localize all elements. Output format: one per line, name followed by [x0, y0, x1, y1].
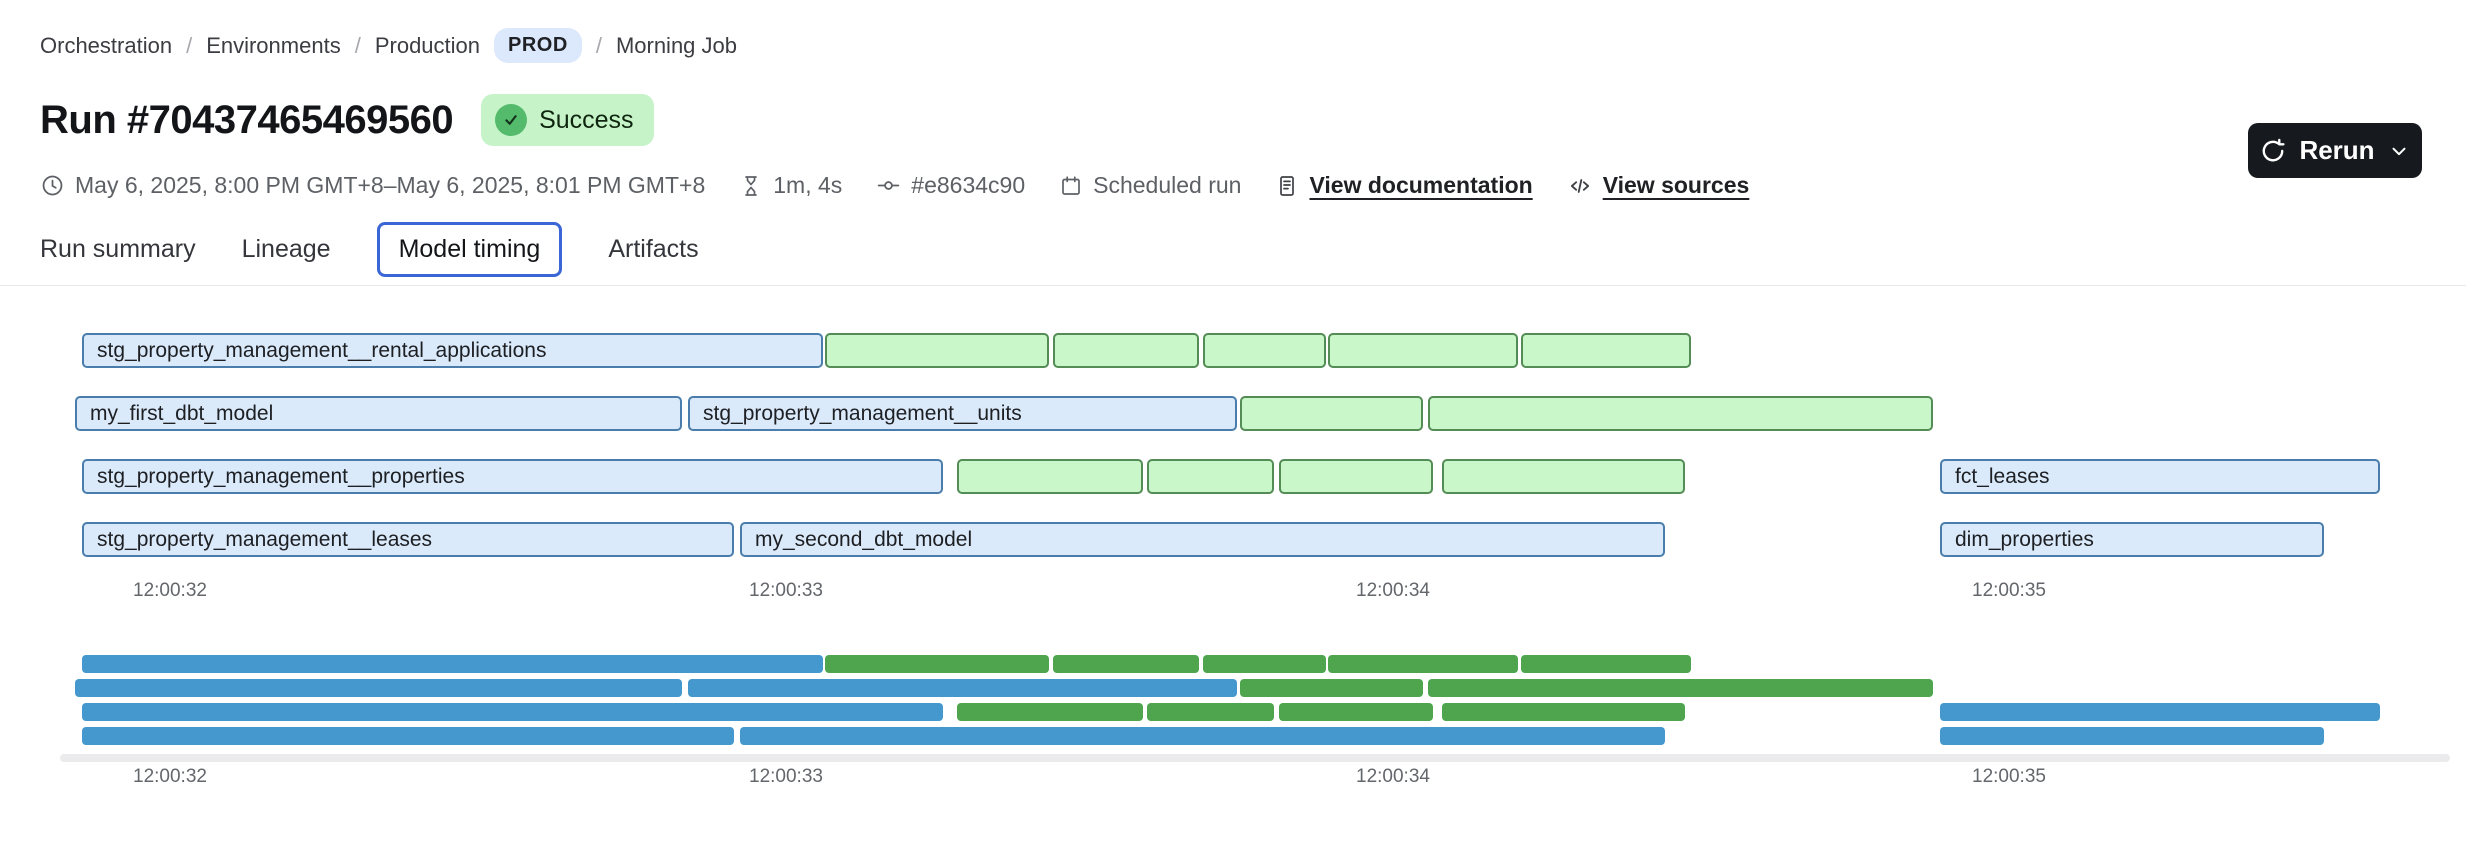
minimap-bar	[688, 679, 1237, 697]
gantt-bar[interactable]	[1053, 333, 1199, 368]
commit-text: #e8634c90	[911, 172, 1026, 198]
breadcrumb-environments[interactable]: Environments	[206, 32, 341, 58]
axis-tick-label: 12:00:33	[749, 580, 823, 601]
gantt-bar[interactable]	[1147, 459, 1274, 494]
breadcrumb-morning-job[interactable]: Morning Job	[615, 32, 738, 58]
minimap-bar	[740, 727, 1665, 745]
gantt-bar[interactable]	[1279, 459, 1433, 494]
run-tabs: Run summary Lineage Model timing Artifac…	[40, 220, 699, 278]
run-trigger: Scheduled run	[1059, 172, 1241, 199]
tab-artifacts[interactable]: Artifacts	[608, 234, 699, 263]
timing-minimap	[0, 655, 2466, 765]
docs-icon	[1275, 174, 1299, 198]
gantt-bar[interactable]: my_second_dbt_model	[740, 522, 1665, 557]
breadcrumb-separator: /	[595, 32, 602, 58]
rerun-label: Rerun	[2299, 135, 2375, 165]
gantt-bar[interactable]	[1442, 459, 1685, 494]
view-documentation-label: View documentation	[1309, 172, 1533, 198]
view-documentation-link[interactable]: View documentation	[1275, 172, 1533, 199]
tabs-divider	[0, 285, 2466, 286]
axis-tick-label: 12:00:32	[133, 580, 207, 601]
breadcrumb-separator: /	[186, 32, 193, 58]
breadcrumb-production[interactable]: Production	[374, 32, 481, 58]
gantt-bar[interactable]	[1203, 333, 1326, 368]
gantt-bar[interactable]: dim_properties	[1940, 522, 2324, 557]
tab-lineage[interactable]: Lineage	[241, 234, 331, 263]
trigger-text: Scheduled run	[1093, 172, 1242, 198]
axis-tick-label: 12:00:34	[1356, 766, 1430, 787]
run-commit: #e8634c90	[876, 172, 1025, 199]
minimap-bar	[957, 703, 1143, 721]
run-metadata: May 6, 2025, 8:00 PM GMT+8–May 6, 2025, …	[40, 172, 1749, 199]
minimap-bar	[1521, 655, 1691, 673]
model-timing-gantt: stg_property_management__rental_applicat…	[0, 333, 2466, 559]
gantt-bar[interactable]	[957, 459, 1143, 494]
clock-icon	[40, 173, 65, 198]
code-icon	[1567, 173, 1593, 199]
minimap-bar	[1940, 727, 2324, 745]
gantt-bar[interactable]: stg_property_management__rental_applicat…	[82, 333, 823, 368]
minimap-scrollbar[interactable]	[60, 754, 2450, 762]
gantt-bar[interactable]	[1428, 396, 1933, 431]
minimap-bar	[82, 655, 823, 673]
minimap-bar	[82, 703, 943, 721]
gantt-bar[interactable]	[1240, 396, 1423, 431]
minimap-bar	[1428, 679, 1933, 697]
axis-tick-label: 12:00:35	[1972, 580, 2046, 601]
minimap-bar	[82, 727, 734, 745]
chevron-down-icon[interactable]	[2388, 140, 2410, 162]
gantt-bar[interactable]: stg_property_management__properties	[82, 459, 943, 494]
refresh-icon	[2260, 138, 2286, 164]
run-duration: 1m, 4s	[739, 172, 842, 199]
time-range-text: May 6, 2025, 8:00 PM GMT+8–May 6, 2025, …	[75, 172, 706, 198]
tab-model-timing[interactable]: Model timing	[376, 221, 563, 277]
view-sources-label: View sources	[1602, 172, 1750, 198]
gantt-bar[interactable]: stg_property_management__leases	[82, 522, 734, 557]
hourglass-icon	[739, 174, 763, 198]
minimap-bar	[1279, 703, 1433, 721]
minimap-bar	[1203, 655, 1326, 673]
status-badge: Success	[481, 94, 654, 146]
minimap-bar	[1147, 703, 1274, 721]
minimap-bar	[1940, 703, 2380, 721]
gantt-bar[interactable]: stg_property_management__units	[688, 396, 1237, 431]
view-sources-link[interactable]: View sources	[1567, 172, 1750, 199]
rerun-button[interactable]: Rerun	[2248, 123, 2422, 178]
gantt-bar[interactable]	[1328, 333, 1518, 368]
minimap-bar	[1053, 655, 1199, 673]
minimap-bar	[1328, 655, 1518, 673]
gantt-bar[interactable]: my_first_dbt_model	[75, 396, 682, 431]
minimap-bar	[1442, 703, 1685, 721]
breadcrumb-orchestration[interactable]: Orchestration	[40, 32, 173, 58]
breadcrumb: Orchestration / Environments / Productio…	[40, 28, 737, 63]
breadcrumb-separator: /	[354, 32, 361, 58]
minimap-bar	[825, 655, 1049, 673]
gantt-bar[interactable]	[1521, 333, 1691, 368]
minimap-bar	[1240, 679, 1423, 697]
minimap-time-axis: 12:00:32 12:00:33 12:00:34 12:00:35	[0, 766, 2466, 790]
axis-tick-label: 12:00:33	[749, 766, 823, 787]
axis-tick-label: 12:00:35	[1972, 766, 2046, 787]
gantt-bar[interactable]	[825, 333, 1049, 368]
page-title: Run #70437465469560	[40, 97, 454, 142]
axis-tick-label: 12:00:34	[1356, 580, 1430, 601]
gantt-time-axis: 12:00:32 12:00:33 12:00:34 12:00:35	[0, 580, 2466, 604]
commit-icon	[876, 173, 901, 198]
gantt-bar[interactable]: fct_leases	[1940, 459, 2380, 494]
calendar-icon	[1059, 174, 1083, 198]
check-icon	[495, 104, 528, 136]
run-time-range: May 6, 2025, 8:00 PM GMT+8–May 6, 2025, …	[40, 172, 705, 199]
tab-run-summary[interactable]: Run summary	[40, 234, 196, 263]
minimap-bar	[75, 679, 682, 697]
status-label: Success	[539, 105, 634, 134]
env-prod-badge: PROD	[494, 28, 582, 63]
axis-tick-label: 12:00:32	[133, 766, 207, 787]
duration-text: 1m, 4s	[773, 172, 843, 198]
title-row: Run #70437465469560 Success	[40, 94, 654, 146]
